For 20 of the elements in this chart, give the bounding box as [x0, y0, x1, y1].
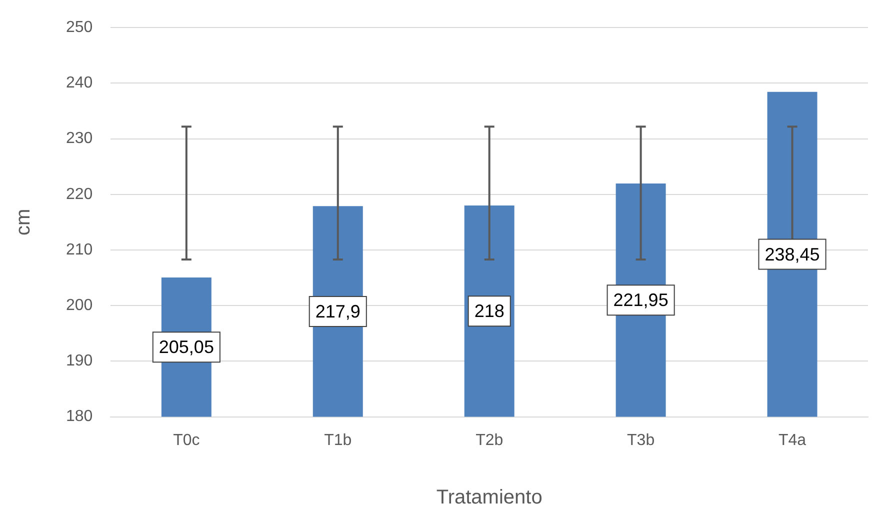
y-tick-label: 210: [66, 241, 93, 258]
x-tick-label: T2b: [476, 432, 504, 449]
y-tick-label: 220: [66, 186, 93, 203]
y-tick-label: 180: [66, 408, 93, 426]
x-tick-label: T4a: [778, 432, 806, 449]
x-tick-label: T1b: [324, 432, 352, 449]
data-label: 218: [474, 301, 504, 322]
x-tick-label: T3b: [627, 432, 655, 449]
data-label: 205,05: [158, 337, 214, 358]
y-tick-label: 240: [66, 74, 93, 92]
data-label: 217,9: [315, 301, 360, 322]
y-tick-label: 200: [66, 297, 93, 314]
x-axis-title: Tratamiento: [436, 486, 542, 509]
data-label: 238,45: [764, 244, 820, 264]
x-tick-label: T0c: [173, 432, 200, 449]
y-tick-label: 250: [66, 19, 93, 36]
y-tick-label: 190: [66, 352, 93, 370]
data-label: 221,95: [613, 290, 668, 310]
y-axis-title: cm: [12, 208, 35, 236]
y-tick-label: 230: [66, 130, 93, 148]
